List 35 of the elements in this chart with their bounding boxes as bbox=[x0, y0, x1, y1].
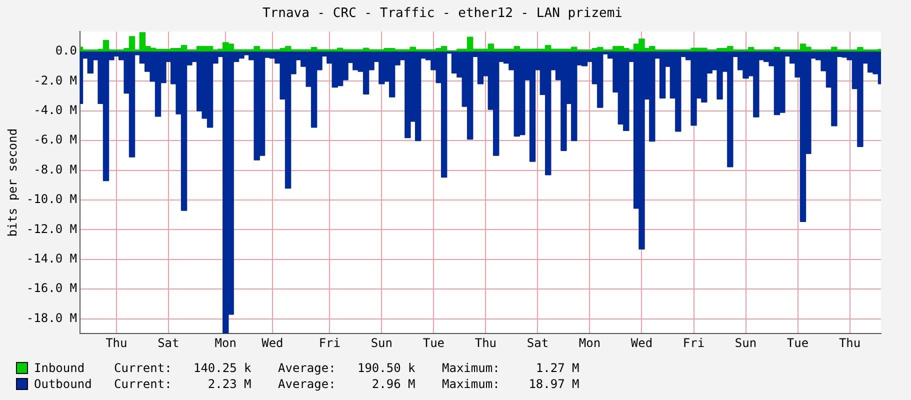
chart-title: Trnava - CRC - Traffic - ether12 - LAN prizemi bbox=[262, 6, 623, 22]
legend-label: Inbound bbox=[34, 360, 86, 376]
y-tick-label: -6.0 M bbox=[34, 132, 77, 147]
x-tick-label: Sun bbox=[370, 336, 393, 350]
text: Average: 2.96 M bbox=[278, 376, 416, 392]
x-tick-label: Sun bbox=[734, 336, 757, 350]
text: Average: 190.50 k bbox=[278, 360, 416, 376]
x-tick-label: Thu bbox=[106, 336, 128, 350]
legend-label: Outbound bbox=[34, 376, 93, 392]
y-tick-label: -18.0 M bbox=[26, 310, 77, 325]
y-tick-label: -8.0 M bbox=[34, 162, 77, 176]
x-tick-label: Thu bbox=[838, 336, 861, 350]
y-tick-label: -4.0 M bbox=[34, 103, 77, 118]
y-tick-label: 0.0 bbox=[55, 44, 77, 58]
x-tick-label: Mon bbox=[578, 336, 601, 350]
x-tick-label: Tue bbox=[422, 336, 445, 350]
text: Current: 2.23 M bbox=[114, 376, 252, 392]
y-tick-label: -16.0 M bbox=[26, 281, 77, 296]
y-tick-label: -14.0 M bbox=[26, 251, 77, 266]
text: Current: 140.25 k bbox=[114, 360, 252, 376]
text: Maximum: 1.27 M bbox=[442, 360, 580, 376]
y-tick-label: -2.0 M bbox=[34, 73, 77, 88]
x-tick-label: Mon bbox=[214, 336, 236, 350]
x-tick-label: Wed bbox=[630, 336, 653, 350]
x-tick-label: Wed bbox=[262, 336, 284, 350]
x-tick-label: Fri bbox=[682, 336, 705, 350]
x-tick-label: Thu bbox=[474, 336, 497, 350]
x-tick-label: Fri bbox=[318, 336, 341, 350]
x-tick-label: Sat bbox=[526, 336, 549, 350]
y-axis-title: bits per second bbox=[5, 128, 20, 237]
x-tick-label: Sat bbox=[158, 336, 180, 350]
y-tick-label: -12.0 M bbox=[26, 222, 77, 236]
y-tick-label: -10.0 M bbox=[26, 192, 77, 206]
text: Maximum: 18.97 M bbox=[442, 376, 580, 392]
x-tick-label: Tue bbox=[786, 336, 809, 350]
